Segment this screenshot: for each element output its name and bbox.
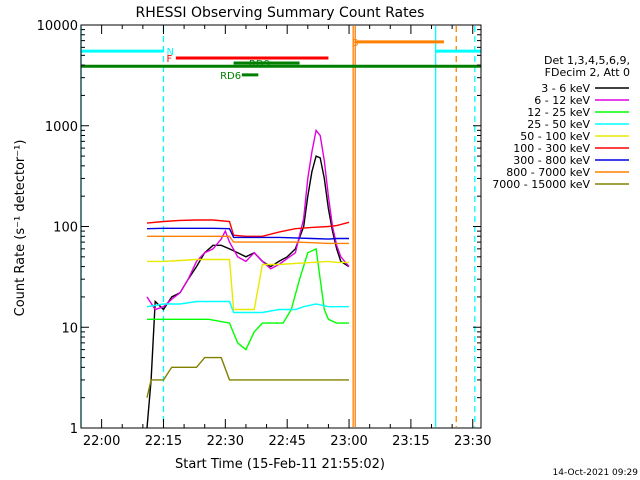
- timestamp: 14-Oct-2021 09:29: [553, 468, 639, 478]
- y-axis-ticks: 1 10 100 1000 10000: [37, 19, 481, 437]
- x-tick-label: 22:00: [83, 434, 120, 449]
- legend-label: 7000 - 15000 keV: [492, 178, 590, 191]
- x-tick-label: 23:15: [392, 434, 429, 449]
- x-tick-label: 23:30: [454, 434, 491, 449]
- legend-header: Det 1,3,4,5,6,9,: [544, 54, 630, 67]
- legend-label: 100 - 300 keV: [513, 142, 590, 155]
- legend-label: 6 - 12 keV: [534, 94, 590, 107]
- data-series: [146, 128, 350, 429]
- legend-label: 300 - 800 keV: [513, 154, 590, 167]
- legend-label: 800 - 7000 keV: [506, 166, 590, 179]
- x-tick-label: 22:30: [207, 434, 244, 449]
- state-label: RD9: [249, 59, 270, 70]
- legend-label: 25 - 50 keV: [527, 118, 590, 131]
- x-tick-label: 22:45: [268, 434, 305, 449]
- series-line: [147, 247, 349, 351]
- series-line: [146, 219, 350, 238]
- y-tick-label: 10000: [37, 19, 78, 34]
- state-label: RD6: [220, 71, 241, 82]
- legend-label: 12 - 25 keV: [527, 106, 590, 119]
- series-line: [147, 235, 349, 245]
- series-line: [146, 356, 349, 398]
- x-tick-label: 23:00: [330, 434, 367, 449]
- x-tick-label: 22:15: [145, 434, 182, 449]
- x-axis-ticks: 22:00 22:15 22:30 22:45 23:00 23:15 23:30: [83, 25, 491, 449]
- x-axis-label: Start Time (15-Feb-11 21:55:02): [175, 457, 385, 472]
- legend-label: 3 - 6 keV: [541, 82, 590, 95]
- state-label: N: [166, 47, 173, 58]
- series-line: [146, 227, 349, 240]
- state-label: F: [166, 54, 172, 65]
- legend: Det 1,3,4,5,6,9,FDecim 2, Att 0 3 - 6 keV…: [492, 54, 630, 191]
- y-tick-label: 1: [70, 422, 78, 437]
- series-line: [146, 300, 349, 314]
- state-label: S: [352, 38, 358, 49]
- legend-label: 50 - 100 keV: [520, 130, 590, 143]
- chart-title: RHESSI Observing Summary Count Rates: [136, 5, 425, 21]
- instrument-state-bars: NF S RD9 RD6: [81, 38, 481, 82]
- series-line: [147, 258, 349, 311]
- legend-header: FDecim 2, Att 0: [545, 66, 630, 79]
- y-axis-label: Count Rate (s⁻¹ detector⁻¹): [13, 140, 28, 317]
- series-line: [146, 128, 350, 311]
- y-tick-label: 100: [53, 221, 78, 236]
- y-tick-label: 1000: [45, 120, 78, 135]
- y-tick-label: 10: [61, 321, 78, 336]
